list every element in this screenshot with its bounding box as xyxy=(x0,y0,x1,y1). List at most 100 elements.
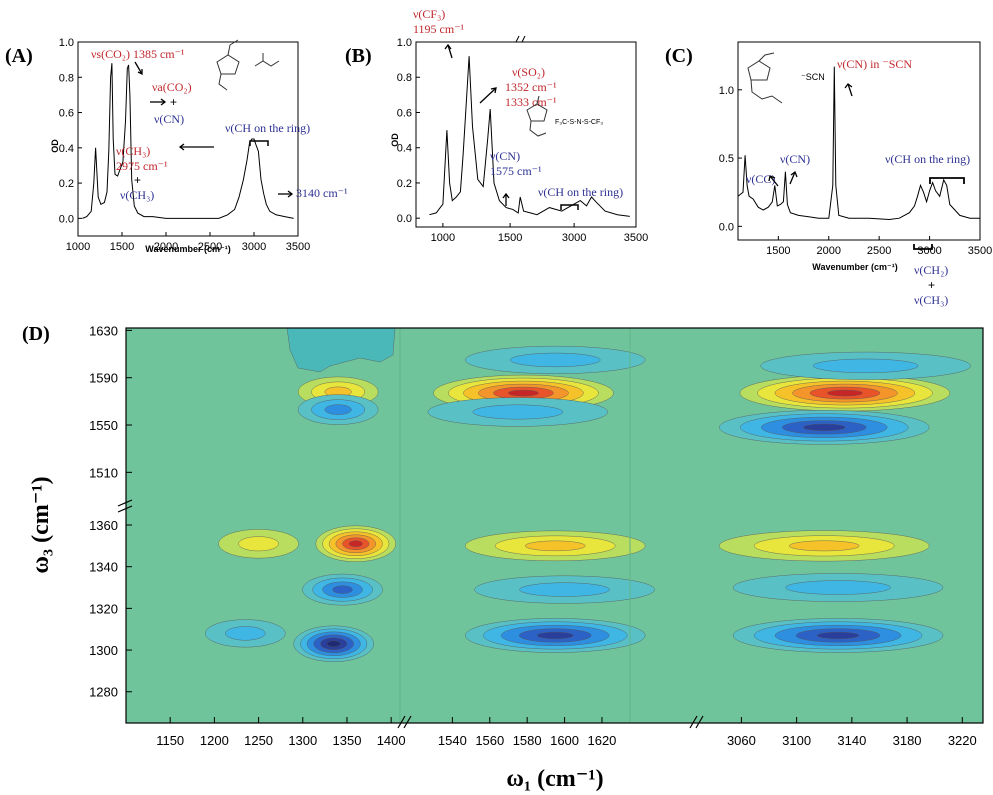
a-3140: 3140 cm⁻¹ xyxy=(296,186,348,200)
x-axis-break xyxy=(397,715,412,729)
xtick-label: 3100 xyxy=(782,733,811,748)
xtick-label: 3500 xyxy=(968,245,992,257)
a-vs-co2: νs(CO₂) 1385 cm⁻¹ xyxy=(91,47,185,61)
ytick-label: 0.6 xyxy=(59,108,74,120)
b-vcn: ν(CN) xyxy=(490,149,520,163)
xtick-label: 1400 xyxy=(377,733,406,748)
contour-level-negative xyxy=(472,404,564,420)
xtick-label: 1540 xyxy=(438,733,467,748)
xtick-label: 1500 xyxy=(766,245,790,257)
ytick-label: 1550 xyxy=(89,418,118,433)
xtick-label: 1000 xyxy=(431,232,455,244)
panel-b-axes: 1000 1500 3000 3500 0.0 0.2 0.4 0.6 0.8 1.0 xyxy=(397,37,649,244)
panel-c-xlabel: Wavenumber (cm⁻¹) xyxy=(812,262,897,272)
contour-level-positive xyxy=(238,536,279,552)
b-arrows xyxy=(444,35,579,210)
b-vcf3: ν(CF₃) xyxy=(413,7,445,21)
panel-a-frame xyxy=(77,41,299,237)
xtick-label: 1500 xyxy=(110,241,134,253)
ytick-label: 0.8 xyxy=(397,72,412,84)
ytick-label: 1360 xyxy=(89,518,118,533)
contour-peak xyxy=(719,410,930,445)
contour-peak xyxy=(205,619,286,648)
c-molecule-icon xyxy=(747,52,783,104)
contour-level-negative xyxy=(332,585,353,594)
contour-level-positive xyxy=(348,540,363,547)
b-vso2-wn1: 1352 cm⁻¹ xyxy=(505,80,557,94)
a-arrows xyxy=(134,61,294,198)
panel-d-contours xyxy=(205,327,971,723)
contour-peak xyxy=(465,345,646,374)
c-plus: + xyxy=(928,278,935,292)
xtick-label: 1620 xyxy=(587,733,616,748)
ytick-label: 0.0 xyxy=(719,221,734,233)
xtick-label: 1600 xyxy=(550,733,579,748)
xtick-label: 3000 xyxy=(562,232,586,244)
contour-peak xyxy=(315,525,397,562)
panel-c: 1500 2000 2500 3000 3500 0.0 0.5 1.0 Wavenumber… xyxy=(719,41,993,307)
panel-c-axes: 1500 2000 2500 3000 3500 0.0 0.5 1.0 xyxy=(719,85,993,257)
a-molecule-icon xyxy=(216,39,280,91)
contour-peak xyxy=(465,530,646,562)
contour-level-negative xyxy=(816,631,860,640)
c-vch-ring: ν(CH on the ring) xyxy=(885,152,970,166)
b-vcf3-wn: 1195 cm⁻¹ xyxy=(413,22,465,36)
c-vch2: ν(CH₂) xyxy=(914,263,948,277)
panel-d-ylabel: ω₃ (cm⁻¹) xyxy=(28,476,54,573)
ytick-label: 1320 xyxy=(89,601,118,616)
a-vch-ring: ν(CH on the ring) xyxy=(225,121,310,135)
panel-d-axes: 1150 1200 1250 1300 1350 1400 1540 1560 1580 1600… xyxy=(89,323,977,748)
ytick-label: 1340 xyxy=(89,560,118,575)
c-arrows xyxy=(768,83,965,250)
contour-peak xyxy=(760,351,971,380)
xtick-label: 3220 xyxy=(948,733,977,748)
xtick-label: 3500 xyxy=(624,232,648,244)
contour-level-negative xyxy=(225,626,266,641)
panel-a-spectrum xyxy=(82,63,294,219)
xtick-label: 3180 xyxy=(893,733,922,748)
a-vch3: ν(CH₃) xyxy=(116,144,150,158)
xtick-label: 1250 xyxy=(244,733,273,748)
ytick-label: 1630 xyxy=(89,323,118,338)
panel-a-axes: 1000 1500 2000 2500 3000 3500 0.0 0.2 0.4 0.6 0.8 1… xyxy=(59,37,311,253)
ytick-label: 1.0 xyxy=(59,37,74,49)
ytick-label: 0.0 xyxy=(397,213,412,225)
xtick-label: 1560 xyxy=(475,733,504,748)
a-plus: + xyxy=(170,95,177,109)
xtick-label: 2000 xyxy=(817,245,841,257)
xtick-label: 1000 xyxy=(66,241,90,253)
panel-a: 1000 1500 2000 2500 3000 3500 0.0 0.2 0.4 0.6 0.8 1… xyxy=(50,37,348,254)
panel-d-xlabel: ω₁ (cm⁻¹) xyxy=(506,766,603,792)
ytick-label: 0.6 xyxy=(397,107,412,119)
contour-level-negative xyxy=(324,404,352,415)
panel-a-label: (A) xyxy=(5,45,33,67)
contour-peak xyxy=(732,618,944,653)
xtick-label: 1350 xyxy=(333,733,362,748)
xtick-label: 1200 xyxy=(200,733,229,748)
a-vch3-2: ν(CH₃) xyxy=(120,188,154,202)
panel-b: 1000 1500 3000 3500 0.0 0.2 0.4 0.6 0.8 1.0 OD ν(… xyxy=(390,7,648,244)
y-axis-break xyxy=(117,499,133,513)
contour-peak xyxy=(474,575,655,604)
xtick-label: 1500 xyxy=(498,232,522,244)
ytick-label: 0.5 xyxy=(719,153,734,165)
contour-level-negative xyxy=(519,582,610,597)
panel-c-spectrum xyxy=(737,66,980,221)
contour-level-negative xyxy=(803,423,846,431)
ytick-label: 1.0 xyxy=(719,85,734,97)
contour-peak xyxy=(293,625,374,663)
contour-peak xyxy=(302,573,383,606)
ytick-label: 1.0 xyxy=(397,37,412,49)
ytick-label: 1280 xyxy=(89,685,118,700)
xtick-label: 3000 xyxy=(242,241,266,253)
ytick-label: 1300 xyxy=(89,643,118,658)
ytick-label: 0.4 xyxy=(397,143,412,155)
contour-level-negative xyxy=(812,358,919,373)
contour-peak xyxy=(732,573,944,602)
contour-level-positive xyxy=(508,389,539,397)
b-vch-ring: ν(CH on the ring) xyxy=(538,185,623,199)
xtick-label: 3000 xyxy=(917,245,941,257)
xtick-label: 1580 xyxy=(513,733,542,748)
a-plus2: + xyxy=(134,173,141,187)
